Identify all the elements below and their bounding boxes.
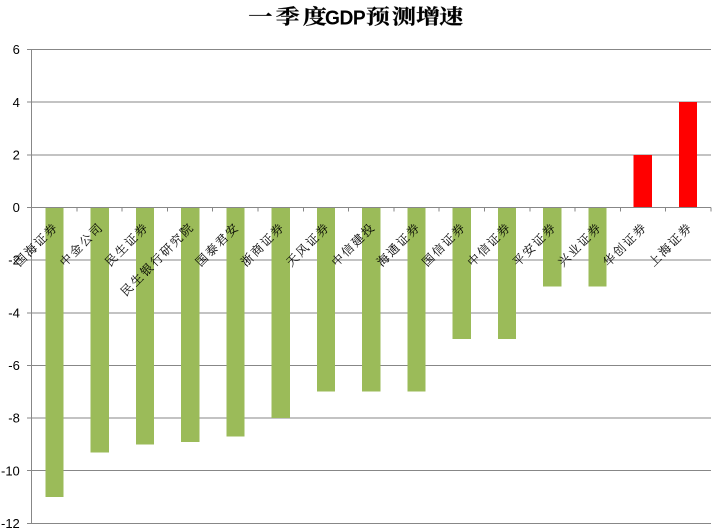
svg-text:-10: -10 [1, 463, 20, 478]
svg-text:4: 4 [13, 95, 20, 110]
svg-text:6: 6 [13, 42, 20, 57]
svg-text:-4: -4 [8, 305, 20, 320]
svg-text:-12: -12 [1, 516, 20, 531]
svg-text:GDP: GDP [325, 7, 365, 30]
svg-text:-2: -2 [8, 253, 20, 268]
svg-text:0: 0 [13, 200, 20, 215]
svg-text:2: 2 [13, 147, 20, 162]
svg-text:-8: -8 [8, 411, 20, 426]
svg-text:-6: -6 [8, 358, 20, 373]
